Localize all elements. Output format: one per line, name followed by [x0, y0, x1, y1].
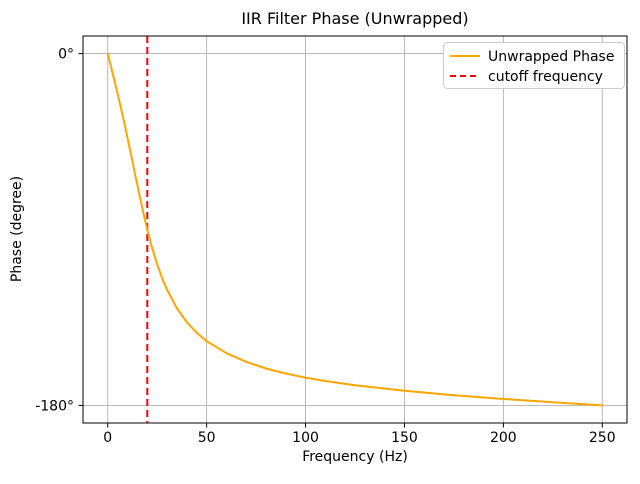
x-tick-label: 200 [490, 430, 517, 446]
y-tick-label: -180° [35, 398, 74, 414]
legend-label-cutoff-frequency: cutoff frequency [488, 69, 603, 85]
grid-layer [83, 36, 627, 423]
x-tick-label: 0 [103, 430, 112, 446]
tick-layer: 0 50 100 150 200 250 0° -180° [35, 47, 615, 446]
legend-label-unwrapped-phase: Unwrapped Phase [488, 49, 614, 65]
plot-border [82, 35, 628, 424]
data-layer [106, 36, 604, 423]
legend: Unwrapped Phase cutoff frequency [443, 42, 625, 89]
y-axis-label: Phase (degree) [9, 176, 25, 282]
chart-title: IIR Filter Phase (Unwrapped) [241, 9, 468, 28]
x-tick-label: 250 [589, 430, 616, 446]
unwrapped-phase-curve [106, 52, 604, 407]
y-tick-label: 0° [58, 47, 74, 63]
x-tick-label: 50 [198, 430, 216, 446]
legend-box [443, 42, 625, 89]
x-tick-label: 150 [391, 430, 418, 446]
x-axis-label: Frequency (Hz) [302, 449, 408, 465]
x-tick-label: 100 [292, 430, 319, 446]
